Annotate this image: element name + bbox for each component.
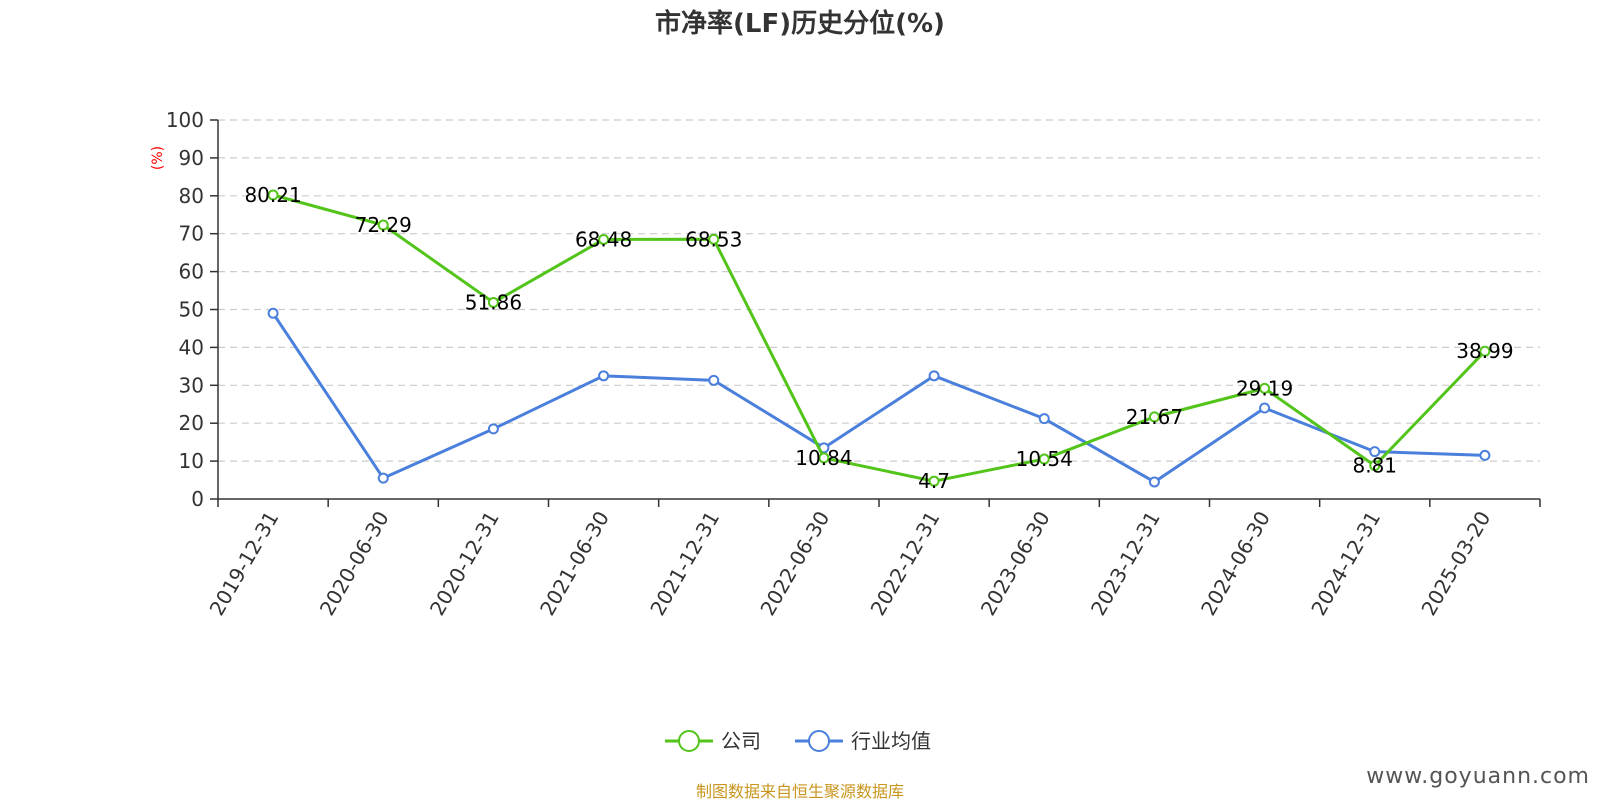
- x-tick-label: 2022-12-31: [866, 507, 945, 620]
- data-point[interactable]: [1148, 411, 1160, 423]
- y-tick-label: 10: [179, 449, 204, 473]
- y-tick-label: 80: [179, 184, 204, 208]
- data-label: 21.67: [1126, 405, 1183, 429]
- legend-label: 公司: [721, 729, 761, 753]
- legend-label: 行业均值: [851, 729, 931, 753]
- data-point[interactable]: [1038, 453, 1050, 465]
- data-point[interactable]: [1369, 446, 1381, 458]
- data-label: 68.48: [575, 227, 632, 251]
- x-tick-label: 2024-12-31: [1306, 507, 1385, 620]
- data-point[interactable]: [928, 370, 940, 382]
- y-tick-label: 100: [166, 108, 204, 132]
- data-label: 29.19: [1236, 376, 1293, 400]
- data-point[interactable]: [1259, 382, 1271, 394]
- data-point[interactable]: [1259, 402, 1271, 414]
- y-tick-label: 60: [179, 260, 204, 284]
- data-point[interactable]: [1369, 460, 1381, 472]
- data-point[interactable]: [708, 374, 720, 386]
- x-tick-label: 2019-12-31: [205, 507, 284, 620]
- data-point[interactable]: [267, 189, 279, 201]
- x-tick-label: 2020-12-31: [425, 507, 504, 620]
- y-tick-label: 20: [179, 411, 204, 435]
- data-label: 51.86: [465, 290, 522, 314]
- y-tick-label: 30: [179, 373, 204, 397]
- data-label: 68.53: [685, 227, 742, 251]
- data-label: 38.99: [1456, 339, 1513, 363]
- data-point[interactable]: [598, 233, 610, 245]
- data-label: 10.84: [795, 446, 852, 470]
- x-tick-label: 2022-06-30: [755, 507, 834, 620]
- data-point[interactable]: [1479, 449, 1491, 461]
- data-label: 72.29: [355, 213, 412, 237]
- x-tick-label: 2024-06-30: [1196, 507, 1275, 620]
- legend-item[interactable]: 公司: [665, 729, 761, 753]
- data-point[interactable]: [377, 472, 389, 484]
- x-tick-label: 2021-06-30: [535, 507, 614, 620]
- legend-item[interactable]: 行业均值: [795, 729, 931, 753]
- chart-title: 市净率(LF)历史分位(%): [655, 8, 945, 39]
- series-lines: [267, 189, 1491, 488]
- data-point[interactable]: [928, 475, 940, 487]
- x-tick-label: 2020-06-30: [315, 507, 394, 620]
- data-point[interactable]: [267, 307, 279, 319]
- data-source-note: 制图数据来自恒生聚源数据库: [696, 782, 904, 800]
- data-label: 10.54: [1016, 447, 1073, 471]
- data-point[interactable]: [598, 370, 610, 382]
- grid-lines: [218, 119, 1540, 462]
- y-tick-label: 70: [179, 222, 204, 246]
- legend-circle-icon: [678, 730, 700, 752]
- watermark: www.goyuann.com: [1366, 764, 1590, 789]
- legend[interactable]: 公司 行业均值: [665, 729, 931, 753]
- data-point[interactable]: [487, 296, 499, 308]
- y-axis-unit: (%): [150, 146, 166, 170]
- data-point[interactable]: [377, 219, 389, 231]
- x-tick-label: 2023-06-30: [976, 507, 1055, 620]
- data-point[interactable]: [1148, 476, 1160, 488]
- y-tick-label: 40: [179, 335, 204, 359]
- data-label: 8.81: [1352, 454, 1397, 478]
- x-tick-label: 2025-03-20: [1416, 507, 1495, 620]
- data-label: 80.21: [244, 183, 301, 207]
- data-point[interactable]: [818, 452, 830, 464]
- x-tick-label: 2023-12-31: [1086, 507, 1165, 620]
- legend-circle-icon: [808, 730, 830, 752]
- data-point[interactable]: [1038, 413, 1050, 425]
- y-tick-label: 90: [179, 146, 204, 170]
- data-point[interactable]: [487, 423, 499, 435]
- axes: 0 10 20 30 40 50 60 70 80 90 100 2019-12-31 2020-06-…: [166, 108, 1541, 620]
- data-point[interactable]: [1479, 345, 1491, 357]
- data-point[interactable]: [708, 233, 720, 245]
- data-labels: 80.21 72.29 51.86 68.48 68.53 10.84 4.7 10.54 21…: [244, 183, 1513, 493]
- series-line: [271, 312, 1485, 484]
- data-label: 4.7: [918, 469, 950, 493]
- y-tick-label: 50: [179, 298, 204, 322]
- x-tick-label: 2021-12-31: [645, 507, 724, 620]
- y-tick-label: 0: [191, 487, 204, 511]
- series-line: [272, 193, 1486, 483]
